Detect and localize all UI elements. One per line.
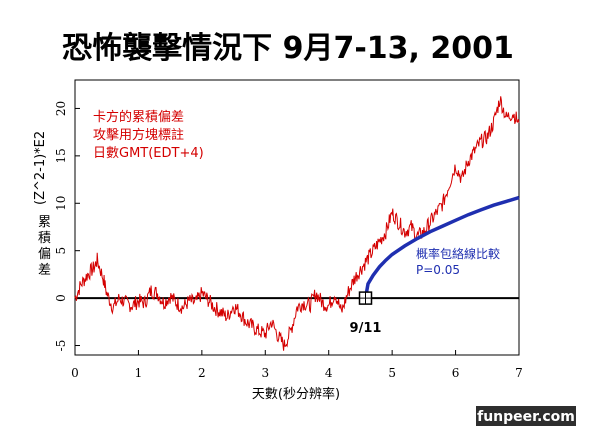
y-tick-label: 0 [54,294,68,302]
chart-title: 恐怖襲擊情況下 9月7-13, 2001 [62,31,514,66]
y-axis-ticks: -5 0 5 10 15 20 [54,101,80,352]
plot-frame [74,79,520,356]
y-tick-label: 15 [54,148,68,163]
red-annotation-line-1: 卡方的累積偏差 [93,109,184,125]
watermark: funpeer.com [476,406,576,426]
watermark-background [476,406,576,426]
y-tick-label: 10 [54,196,68,211]
y-tick-label: 5 [54,247,68,255]
cumulative-deviation-line [74,96,520,351]
watermark-text: funpeer.com [477,409,575,425]
x-tick-label: 4 [325,366,333,380]
y-axis-label-char-4: 差 [38,263,51,278]
y-axis-label-char-2: 積 [38,231,51,246]
x-axis-label: 天數(秒分辨率) [252,386,340,402]
blue-annotation-line-1: 概率包絡線比較 [416,246,500,261]
y-tick-label: -5 [54,340,68,352]
y-axis-label: 累 積 偏 差 (Z^2-1)*E2 [33,131,51,278]
event-marker-box [358,291,373,305]
x-axis-ticks: 0 1 2 3 4 5 6 7 [71,350,523,380]
y-axis-label-formula: (Z^2-1)*E2 [33,131,48,205]
red-annotation-line-2: 攻擊用方塊標註 [93,127,184,143]
red-annotation-line-3: 日數GMT(EDT+4) [93,146,204,161]
x-tick-label: 1 [135,366,143,380]
y-axis-label-char-1: 累 [38,215,51,230]
x-tick-label: 7 [515,366,523,380]
x-tick-label: 0 [71,366,79,380]
event-marker-label: 9/11 [350,321,382,336]
red-annotation: 卡方的累積偏差 攻擊用方塊標註 日數GMT(EDT+4) [93,109,204,161]
blue-annotation-line-2: P=0.05 [416,263,460,277]
x-tick-label: 3 [261,366,269,380]
plot-area: 0 1 2 3 4 5 6 7 -5 0 5 10 15 20 9/11 [54,79,523,380]
y-axis-label-char-3: 偏 [38,247,51,262]
x-tick-label: 6 [452,366,460,380]
probability-envelope-line [363,195,520,299]
y-tick-label: 20 [54,101,68,116]
x-tick-label: 5 [388,366,396,380]
blue-annotation: 概率包絡線比較 P=0.05 [416,246,500,277]
x-tick-label: 2 [198,366,206,380]
